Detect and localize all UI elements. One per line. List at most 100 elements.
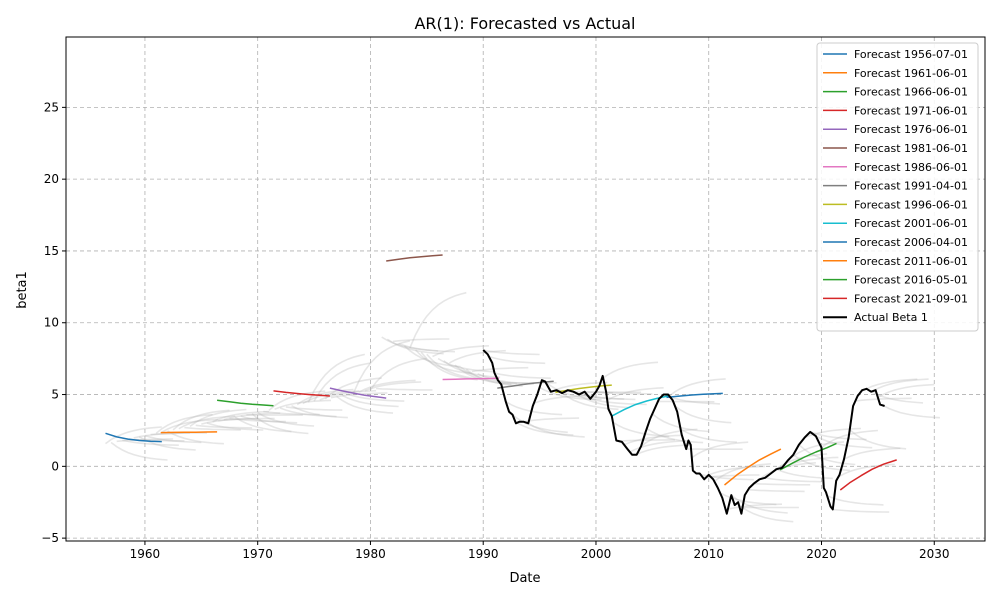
background-forecast-line xyxy=(364,381,422,392)
background-forecast-line xyxy=(748,488,805,493)
background-forecast-line xyxy=(815,435,873,449)
series-line-11 xyxy=(724,448,782,486)
series-line-7 xyxy=(497,380,554,389)
y-tick-label: 10 xyxy=(44,316,59,330)
x-tick-label: 2030 xyxy=(919,547,950,561)
x-tick-label: 1960 xyxy=(130,547,161,561)
y-tick-label: 0 xyxy=(51,459,59,473)
background-forecast-line xyxy=(234,416,292,433)
legend-label: Forecast 2006-04-01 xyxy=(854,236,968,249)
background-forecast-line xyxy=(155,413,213,434)
background-forecast-line xyxy=(324,377,382,400)
x-tick-label: 2010 xyxy=(693,547,724,561)
background-forecast-line xyxy=(454,364,512,385)
background-forecast-line xyxy=(488,355,546,365)
background-forecast-line xyxy=(398,342,456,353)
background-forecast-line xyxy=(477,372,535,385)
background-forecast-line xyxy=(691,441,749,459)
y-tick-label: 15 xyxy=(44,244,59,258)
background-forecast-line xyxy=(809,431,867,441)
background-forecast-line xyxy=(449,349,506,364)
background-forecast-line xyxy=(826,495,884,506)
series-line-14 xyxy=(482,349,885,515)
background-forecast-line xyxy=(161,418,219,433)
series-line-13 xyxy=(839,459,897,491)
legend-label: Forecast 1961-06-01 xyxy=(854,67,968,80)
background-forecast-line xyxy=(471,366,529,373)
background-forecast-line xyxy=(855,397,912,402)
y-tick-label: 5 xyxy=(51,388,59,402)
x-tick-label: 1980 xyxy=(355,547,386,561)
legend-label: Forecast 1956-07-01 xyxy=(854,48,968,61)
background-forecast-line xyxy=(263,410,320,416)
background-forecast-line xyxy=(392,338,450,343)
legend-label: Forecast 2011-06-01 xyxy=(854,255,968,268)
background-forecast-line xyxy=(708,465,766,476)
background-forecast-line xyxy=(584,390,642,394)
x-tick-label: 1990 xyxy=(468,547,499,561)
background-forecast-line xyxy=(533,394,591,404)
legend-label: Actual Beta 1 xyxy=(854,311,928,324)
background-forecast-line xyxy=(606,387,664,402)
y-tick-label: −5 xyxy=(41,531,59,545)
background-forecast-line xyxy=(646,427,704,444)
background-forecast-line xyxy=(403,345,461,368)
background-forecast-line xyxy=(505,401,563,416)
background-forecast-line xyxy=(787,441,845,462)
background-forecast-line xyxy=(527,422,585,438)
background-forecast-line xyxy=(635,444,692,456)
background-forecast-line xyxy=(510,413,568,434)
background-forecast-line xyxy=(223,412,281,421)
legend-label: Forecast 2001-06-01 xyxy=(854,217,968,230)
background-forecast-line xyxy=(770,453,828,475)
background-forecast-line xyxy=(369,357,427,391)
background-forecast-line xyxy=(341,394,399,408)
y-tick-label: 20 xyxy=(44,172,59,186)
x-tick-label: 1970 xyxy=(242,547,273,561)
axes-frame xyxy=(65,36,986,542)
series-line-6 xyxy=(442,377,500,381)
background-forecast-line xyxy=(877,383,935,399)
background-forecast-line xyxy=(437,357,495,373)
y-axis-label: beta1 xyxy=(15,271,30,309)
background-forecast-line xyxy=(150,432,207,436)
background-forecast-line xyxy=(218,417,275,422)
series-line-4 xyxy=(329,387,387,399)
legend-label: Forecast 2021-09-01 xyxy=(854,292,968,305)
background-forecast-line xyxy=(460,366,518,385)
legend-label: Forecast 1996-06-01 xyxy=(854,198,968,211)
background-forecast-line xyxy=(313,362,371,402)
background-forecast-line xyxy=(668,378,726,397)
background-forecast-line xyxy=(843,447,901,460)
legend-label: Forecast 2016-05-01 xyxy=(854,274,968,287)
background-forecast-line xyxy=(409,291,467,349)
background-forecast-line xyxy=(522,417,580,423)
series-line-5 xyxy=(386,254,443,262)
background-forecast-line xyxy=(110,441,168,461)
legend-label: Forecast 1976-06-01 xyxy=(854,123,968,136)
background-forecast-line xyxy=(725,503,783,511)
background-forecast-line xyxy=(680,428,737,443)
series-line-0 xyxy=(105,432,162,443)
background-forecast-line xyxy=(849,429,907,450)
background-forecast-line xyxy=(279,407,337,418)
background-forecast-line xyxy=(713,463,771,483)
background-forecast-line xyxy=(352,340,411,394)
background-forecast-line xyxy=(358,379,416,393)
x-tick-label: 2000 xyxy=(581,547,612,561)
background-forecast-line xyxy=(871,378,929,393)
background-forecast-line xyxy=(167,430,224,445)
legend-box xyxy=(816,42,979,332)
legend-label: Forecast 1966-06-01 xyxy=(854,86,968,99)
background-forecast-line xyxy=(539,386,597,401)
background-forecast-line xyxy=(195,424,253,429)
background-forecast-line xyxy=(285,406,343,411)
background-forecast-line xyxy=(883,404,940,419)
background-forecast-line xyxy=(296,388,354,406)
chart-title: AR(1): Forecasted vs Actual xyxy=(414,14,635,33)
background-forecast-line xyxy=(443,360,501,379)
background-forecast-line xyxy=(832,508,890,513)
background-forecast-line xyxy=(415,349,472,375)
background-forecast-line xyxy=(663,393,721,405)
